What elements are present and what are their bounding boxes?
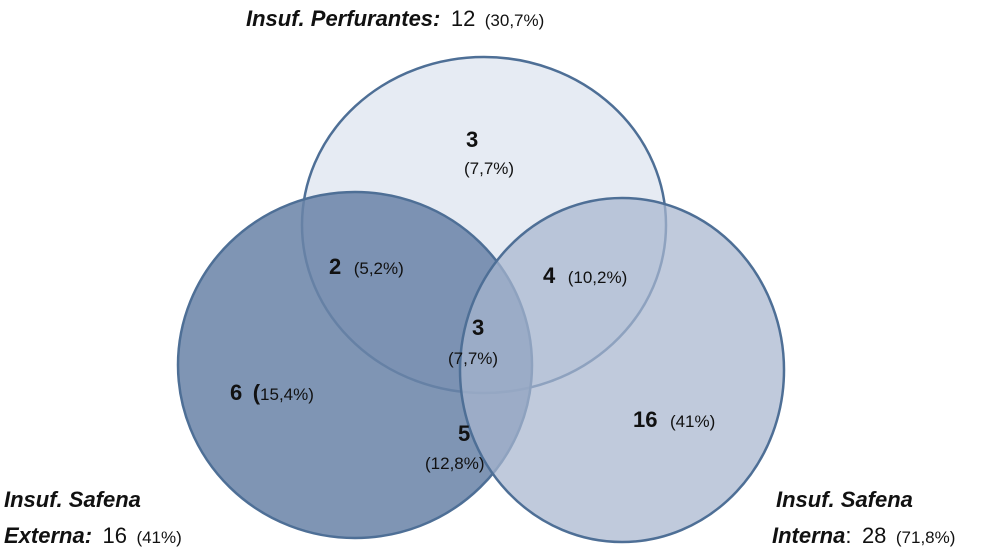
set-title-perfurantes: Insuf. Perfurantes: 12 (30,7%) — [246, 6, 544, 31]
circle-safena-interna — [458, 196, 786, 544]
region-left-only: 6 (15,4%) — [230, 380, 314, 405]
set-title-safena-externa-line1: Insuf. Safena — [4, 487, 141, 512]
set-title-safena-interna-line2: Interna: 28 (71,8%) — [772, 523, 955, 548]
set-title-safena-interna-line1: Insuf. Safena — [776, 487, 913, 512]
region-center-pct: (7,7%) — [448, 349, 498, 368]
region-top-only-count: 3 — [466, 127, 478, 152]
set-title-safena-externa-line2: Externa: 16 (41%) — [4, 523, 182, 548]
region-top-only-pct: (7,7%) — [464, 159, 514, 178]
region-top-left: 2 (5,2%) — [329, 254, 404, 279]
region-left-right-count: 5 — [458, 421, 470, 446]
region-center-count: 3 — [472, 315, 484, 340]
region-top-right: 4 (10,2%) — [543, 263, 627, 288]
region-right-only: 16 (41%) — [633, 407, 715, 432]
region-left-right-pct: (12,8%) — [425, 454, 485, 473]
